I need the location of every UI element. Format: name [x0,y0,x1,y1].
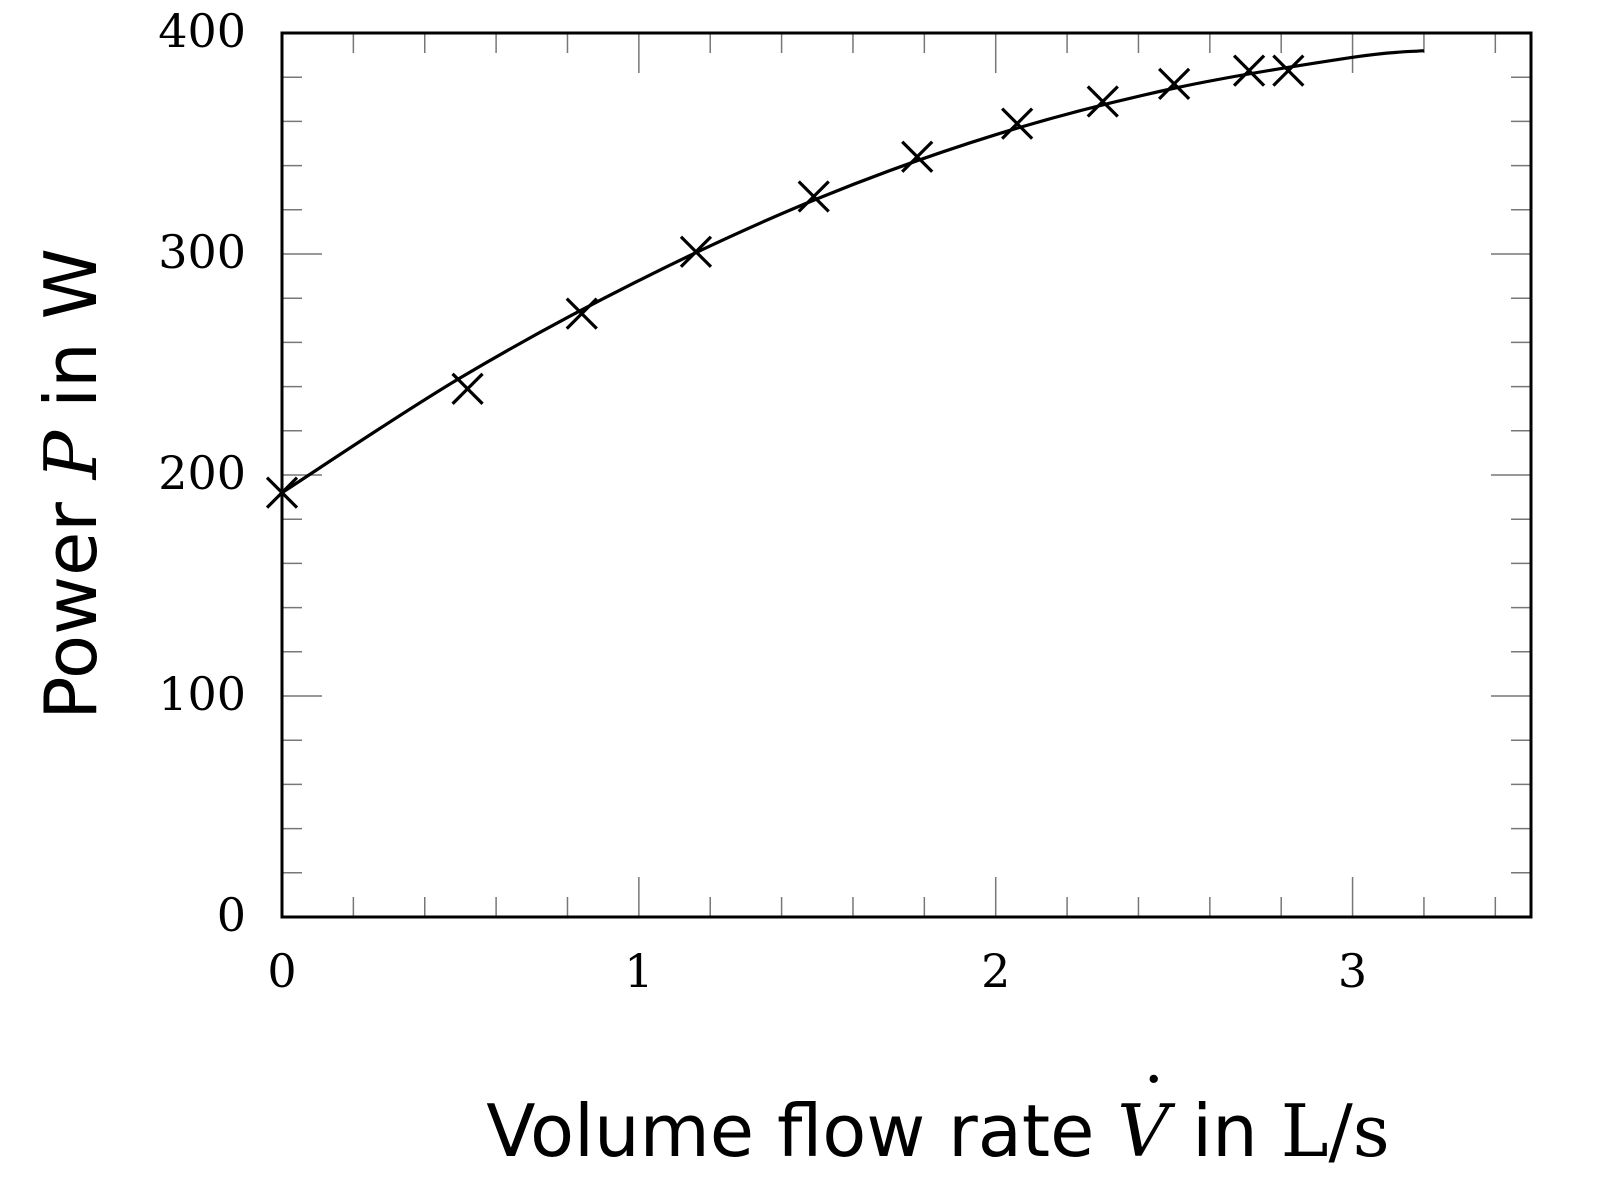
x-tick-labels: 0 1 2 3 [267,944,1367,998]
data-point-marker [901,140,934,173]
y-tick-label: 200 [158,446,246,500]
y-tick-label: 100 [158,667,246,721]
fit-curve [281,49,1425,495]
data-point-marker [1086,85,1119,118]
data-point-marker [1158,67,1191,100]
y-tick-label: 300 [158,225,246,279]
x-axis-symbol-dot: · [1144,1043,1164,1117]
data-point-marker [797,180,830,213]
plot-content [265,49,1425,509]
y-tick-labels: 0 100 200 300 400 [158,4,246,942]
x-tick-label: 3 [1338,944,1367,998]
x-tick-label: 1 [624,944,653,998]
data-point-marker [1000,107,1034,140]
x-tick-label: 0 [267,944,296,998]
data-point-marker [1272,54,1305,87]
plot-frame [280,31,1533,919]
y-axis-title: Power P in W [29,248,113,720]
y-axis-symbol: P [29,429,113,481]
minor-ticks [282,33,1531,917]
x-tick-label: 2 [981,944,1010,998]
x-axis-title: Volume flow rate V in L/s [486,1089,1389,1173]
y-tick-label: 0 [217,888,246,942]
data-point-marker [1232,54,1266,87]
x-axis-symbol: V [1117,1089,1176,1173]
y-tick-label: 400 [158,4,246,58]
